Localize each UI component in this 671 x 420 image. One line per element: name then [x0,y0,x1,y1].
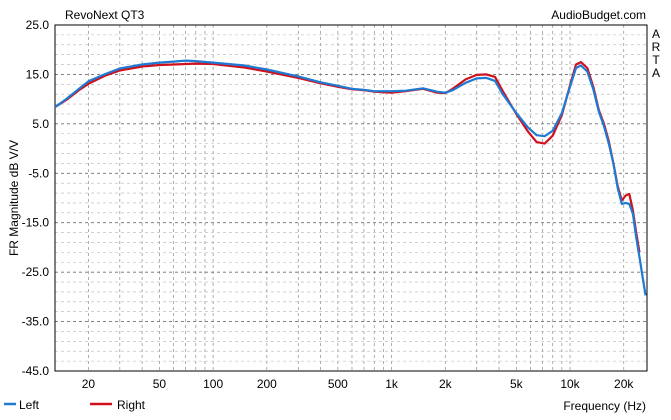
y-tick-label: 15.0 [26,67,50,81]
x-tick-label: 50 [153,377,167,391]
x-tick-label: 1k [385,377,399,391]
chart-title: RevoNext QT3 [65,8,145,22]
y-tick-label: 5.0 [32,117,49,131]
source-label: AudioBudget.com [551,8,646,22]
side-label-letter: A [652,66,660,80]
side-label-letter: A [652,27,660,41]
y-tick-label: -45.0 [22,364,50,378]
x-tick-labels: 20 50 100 200 500 1k 2k 5k 10k 20k [82,377,635,391]
legend-label-right: Right [117,398,146,412]
side-label-letter: R [652,40,661,54]
side-label: A R T A [652,27,661,80]
x-tick-label: 500 [328,377,348,391]
y-tick-labels: 25.0 15.0 5.0 -5.0 -15.0 -25.0 -35.0 -45.0 [22,18,50,378]
legend: Left Right [4,398,146,412]
plot-frame [54,24,648,372]
x-tick-label: 2k [439,377,453,391]
x-tick-label: 20 [82,377,96,391]
series-layer [54,59,647,296]
y-tick-label: 25.0 [26,18,50,32]
y-tick-label: -15.0 [22,216,50,230]
side-label-letter: T [652,53,660,67]
series-line-left [54,59,647,296]
x-tick-label: 10k [560,377,580,391]
y-axis-label: FR Magnitude dB V/V [7,140,21,256]
y-tick-label: -25.0 [22,265,50,279]
y-tick-label: -35.0 [22,315,50,329]
y-tick-label: -5.0 [28,166,49,180]
x-tick-label: 20k [614,377,634,391]
x-tick-label: 5k [510,377,524,391]
x-tick-label: 100 [203,377,223,391]
grid [55,25,647,371]
x-tick-label: 200 [257,377,277,391]
legend-label-left: Left [19,398,40,412]
x-axis-label: Frequency (Hz) [563,399,646,413]
